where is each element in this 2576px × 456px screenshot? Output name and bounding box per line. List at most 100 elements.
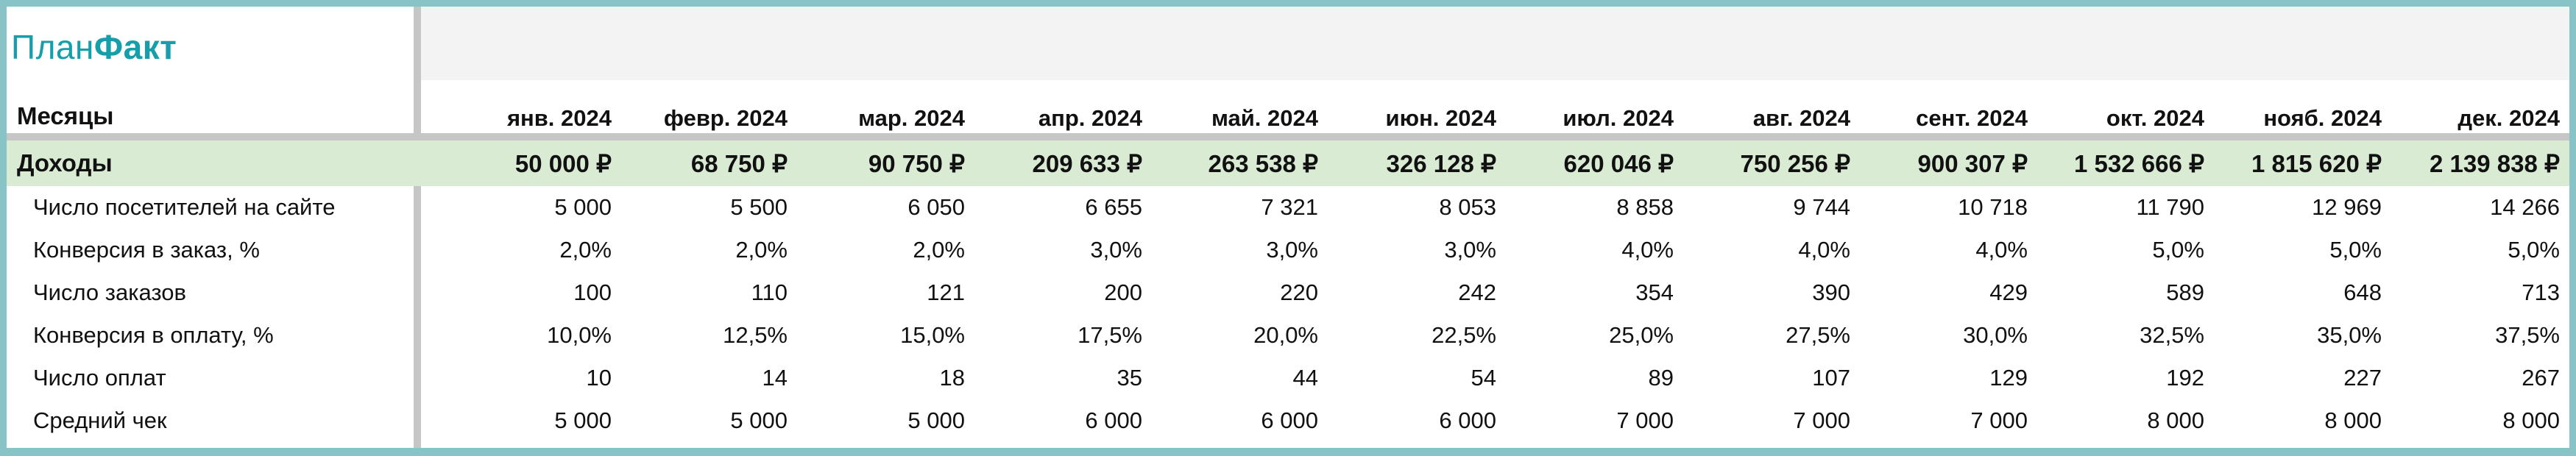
value-cell-1[interactable]: 100 [573,279,612,305]
value-cell-6[interactable]: 54 [1471,365,1496,391]
value-cell-7[interactable]: 354 [1635,279,1674,305]
value-cell-4[interactable]: 35 [1117,365,1142,391]
value-cell-5[interactable]: 20,0% [1253,322,1318,348]
value-cell-3[interactable]: 121 [927,279,965,305]
income-value-cell-8[interactable]: 750 256 ₽ [1740,149,1850,177]
row-label[interactable]: Средний чек [33,407,167,433]
income-value-cell-11[interactable]: 1 815 620 ₽ [2251,149,2382,177]
value-cell-4[interactable]: 6 655 [1085,194,1142,220]
value-cell-11[interactable]: 8 000 [2324,407,2382,433]
value-cell-5[interactable]: 220 [1280,279,1318,305]
value-cell-11[interactable]: 648 [2343,279,2382,305]
value-cell-10[interactable]: 11 790 [2136,194,2204,220]
table-row[interactable]: Число заказов 100 110 121 200 220 242 354 390 429… [7,271,2569,314]
value-cell-3[interactable]: 2,0% [913,237,965,263]
value-cell-10[interactable]: 589 [2166,279,2204,305]
value-cell-2[interactable]: 110 [751,279,788,305]
row-label[interactable]: Конверсия в заказ, % [33,237,260,263]
value-cell-4[interactable]: 200 [1104,279,1142,305]
row-label[interactable]: Конверсия в оплату, % [33,322,274,348]
value-cell-5[interactable]: 6 000 [1261,407,1318,433]
value-cell-7[interactable]: 25,0% [1609,322,1674,348]
table-row[interactable]: Средний чек 5 000 5 000 5 000 6 000 6 000 6 00… [7,399,2569,442]
value-cell-9[interactable]: 10 718 [1958,194,2028,220]
value-cell-2[interactable]: 5 000 [730,407,788,433]
value-cell-10[interactable]: 8 000 [2147,407,2204,433]
value-cell-11[interactable]: 12 969 [2312,194,2382,220]
value-cell-11[interactable]: 227 [2343,365,2382,391]
value-cell-8[interactable]: 4,0% [1798,237,1850,263]
table-row[interactable]: Конверсия в оплату, % 10,0% 12,5% 15,0% 17,5… [7,314,2569,357]
value-cell-8[interactable]: 9 744 [1793,194,1850,220]
value-cell-3[interactable]: 5 000 [907,407,965,433]
value-cell-12[interactable]: 37,5% [2495,322,2560,348]
value-cell-8[interactable]: 7 000 [1793,407,1850,433]
row-label[interactable]: Число заказов [33,279,186,305]
income-value-cell-6[interactable]: 326 128 ₽ [1386,149,1496,177]
value-cell-4[interactable]: 6 000 [1085,407,1142,433]
value-cell-10[interactable]: 5,0% [2152,237,2204,263]
value-cell-2[interactable]: 2,0% [735,237,788,263]
value-cell-3[interactable]: 15,0% [900,322,965,348]
income-row[interactable]: Доходы 50 000 ₽ 68 750 ₽ 90 750 ₽ 209 633 ₽… [7,140,2569,186]
income-value-cell-5[interactable]: 263 538 ₽ [1208,149,1318,177]
income-value-cell-4[interactable]: 209 633 ₽ [1032,149,1142,177]
value-cell-11[interactable]: 5,0% [2329,237,2382,263]
value-cell-4[interactable]: 17,5% [1078,322,1142,348]
value-cell-12[interactable]: 267 [2522,365,2560,391]
table-row[interactable]: Конверсия в заказ, % 2,0% 2,0% 2,0% 3,0% 3,0%… [7,229,2569,271]
row-label[interactable]: Число посетителей на сайте [33,194,336,220]
value-cell-1[interactable]: 5 000 [554,407,612,433]
income-value-cell-7[interactable]: 620 046 ₽ [1563,149,1674,177]
value-cell-9[interactable]: 129 [1989,365,2028,391]
value-cell-12[interactable]: 5,0% [2508,237,2560,263]
value-cell-6[interactable]: 6 000 [1439,407,1496,433]
value-cell-9[interactable]: 4,0% [1975,237,2028,263]
value-cell-2[interactable]: 5 500 [730,194,788,220]
row-label[interactable]: Число оплат [33,365,166,391]
value-cell-8[interactable]: 107 [1812,365,1850,391]
value-cell-3[interactable]: 18 [939,365,965,391]
value-cell-7[interactable]: 7 000 [1616,407,1674,433]
value-cell-7[interactable]: 8 858 [1616,194,1674,220]
value-cell-10[interactable]: 32,5% [2140,322,2204,348]
income-value-cell-2[interactable]: 68 750 ₽ [690,149,788,177]
value-cell-1[interactable]: 5 000 [554,194,612,220]
value-cell-1[interactable]: 2,0% [559,237,612,263]
table-row[interactable]: Число посетителей на сайте 5 000 5 500 6 05… [7,186,2569,229]
value-cell-3[interactable]: 6 050 [907,194,965,220]
value-cell-9[interactable]: 429 [1989,279,2028,305]
table-row[interactable]: Число оплат 10 14 18 35 44 54 89 107 129 192 227 267 [7,357,2569,399]
value-cell-7[interactable]: 89 [1648,365,1674,391]
income-label[interactable]: Доходы [17,149,113,177]
value-cell-10[interactable]: 192 [2166,365,2204,391]
value-cell-7[interactable]: 4,0% [1621,237,1674,263]
months-header-label: Месяцы [17,102,114,129]
value-cell-6[interactable]: 22,5% [1432,322,1496,348]
value-cell-6[interactable]: 3,0% [1444,237,1496,263]
value-cell-6[interactable]: 8 053 [1439,194,1496,220]
value-cell-12[interactable]: 713 [2522,279,2560,305]
income-value-cell-12[interactable]: 2 139 838 ₽ [2430,149,2560,177]
value-cell-1[interactable]: 10 [586,365,612,391]
value-cell-1[interactable]: 10,0% [547,322,612,348]
value-cell-5[interactable]: 3,0% [1266,237,1318,263]
income-value-cell-9[interactable]: 900 307 ₽ [1917,149,2028,177]
value-cell-4[interactable]: 3,0% [1090,237,1142,263]
value-cell-12[interactable]: 8 000 [2502,407,2560,433]
value-cell-2[interactable]: 12,5% [723,322,788,348]
value-cell-8[interactable]: 27,5% [1786,322,1850,348]
income-value-cell-3[interactable]: 90 750 ₽ [868,149,965,177]
value-cell-12[interactable]: 14 266 [2490,194,2560,220]
value-cell-2[interactable]: 14 [762,365,788,391]
value-cell-11[interactable]: 35,0% [2317,322,2382,348]
logo-part-fakt: Факт [93,28,177,66]
value-cell-5[interactable]: 7 321 [1261,194,1318,220]
value-cell-5[interactable]: 44 [1292,365,1318,391]
income-value-cell-10[interactable]: 1 532 666 ₽ [2074,149,2204,177]
income-value-cell-1[interactable]: 50 000 ₽ [514,149,612,177]
value-cell-9[interactable]: 7 000 [1970,407,2028,433]
value-cell-8[interactable]: 390 [1812,279,1850,305]
value-cell-6[interactable]: 242 [1458,279,1496,305]
value-cell-9[interactable]: 30,0% [1963,322,2028,348]
